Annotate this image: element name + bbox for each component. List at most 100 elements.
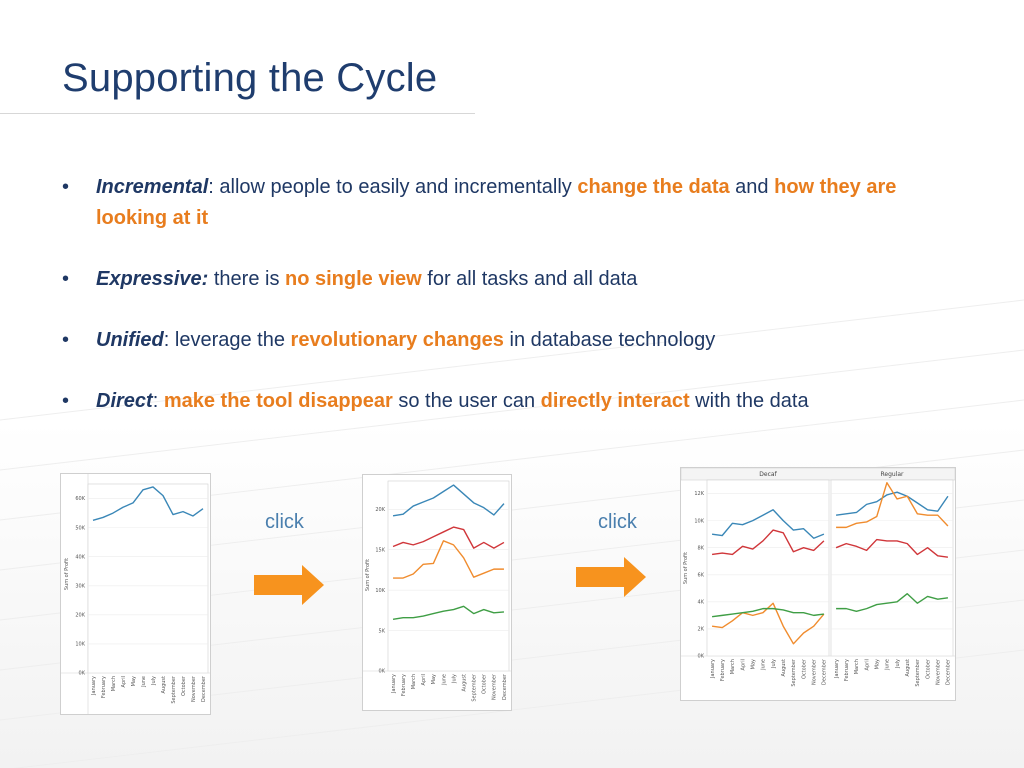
bullet-item: • Expressive: there is no single view for… [62,264,942,295]
x-tick-label: September [915,658,921,687]
series-line [392,526,505,549]
series-line [711,607,825,618]
x-tick-label: November [812,658,818,685]
bullet-highlight: make the tool disappear [163,390,393,412]
line-chart-faceted: Sum of Profit Decaf 0K 2K 4K 6K 8K 10K 12K Januar… [681,468,955,687]
x-tick-label: August [461,674,467,692]
y-tick-label: 8K [698,545,705,551]
x-tick-label: January [91,676,97,696]
x-tick-label: March [111,676,117,691]
x-tick-label: February [844,659,850,681]
series-line [835,538,949,558]
x-tick-label: October [801,658,807,679]
bullet-item: • Direct: make the tool disappear so the … [62,386,942,417]
series-line [836,482,949,529]
x-tick-label: January [391,674,397,694]
bullet-highlight: revolutionary changes [290,329,504,351]
x-tick-label: May [751,659,757,669]
x-tick-label: September [171,675,177,704]
y-axis-label: Sum of Profit [64,558,70,590]
plot-area [706,479,830,657]
y-tick-label: 4K [698,600,705,606]
bullet-text: for all tasks and all data [421,268,638,290]
bullet-text: : [152,390,164,412]
x-tick-label: November [936,658,942,685]
y-axis-label: Sum of Profit [683,552,689,584]
bullet-list: • Incremental: allow people to easily and… [62,172,942,447]
x-tick-label: January [710,659,716,679]
bullet-item: • Unified: leverage the revolutionary cha… [62,325,942,356]
y-tick-label: 12K [694,491,704,497]
bullet-highlight: no single view [285,268,422,290]
x-tick-label: May [431,674,437,684]
series-line [711,509,825,539]
y-tick-label: 60K [75,496,85,502]
series-line [393,540,504,579]
chart-panel-2: Sum of Profit 0K 5K 10K 15K 20K January Februar… [362,474,512,711]
arrow-right-icon [576,557,646,597]
bullet-text: in database technology [503,329,716,351]
x-tick-label: August [905,659,911,677]
bullet-text: and [729,176,775,198]
bullet-item: • Incremental: allow people to easily and… [62,172,942,234]
x-tick-label: August [781,659,787,677]
x-tick-label: June [441,674,447,686]
bullet-marker: • [62,329,70,351]
x-tick-label: December [502,673,508,700]
y-axis-label: Sum of Profit [365,559,371,591]
bullet-marker: • [62,268,70,290]
y-tick-label: 10K [375,588,385,594]
facet-header [681,468,955,481]
x-tick-label: July [451,674,457,684]
bullet-term: Expressive: [96,268,209,290]
click-label-1: click [265,511,304,533]
x-tick-label: December [946,658,952,685]
chart-panel-1: Sum of Profit 0K 10K 20K 30K 40K 50K 60K January… [60,473,211,715]
x-tick-label: October [925,658,931,679]
series-line [711,529,825,556]
y-tick-label: 10K [75,642,85,648]
line-chart-single: Sum of Profit 0K 10K 20K 30K 40K 50K 60K January… [61,474,210,714]
x-tick-label: May [131,676,137,686]
x-tick-label: February [101,676,107,698]
y-tick-label: 40K [75,554,85,560]
bullet-term: Direct [96,390,153,412]
bullet-text: : leverage the [163,329,291,351]
x-tick-label: February [401,674,407,696]
x-tick-label: June [141,676,147,688]
y-tick-label: 2K [698,627,705,633]
plot-area [87,483,209,674]
x-tick-label: April [421,674,427,685]
x-tick-label: January [834,659,840,679]
line-chart-multi: Sum of Profit 0K 5K 10K 15K 20K January Februar… [363,480,511,702]
y-tick-label: 15K [375,547,385,553]
x-tick-label: November [191,675,197,702]
bullet-text: : allow people to easily and incremental… [208,176,578,198]
bullet-text: there is [208,268,285,290]
series-line [836,593,949,613]
x-tick-label: September [472,673,478,702]
bullet-marker: • [62,390,70,412]
y-tick-label: 6K [698,572,705,578]
x-tick-label: July [151,676,157,686]
bullet-term: Unified [96,329,164,351]
x-tick-label: June [761,659,767,671]
y-tick-label: 0K [379,669,386,675]
x-tick-label: August [161,676,167,694]
chart-panel-3: Sum of Profit Decaf 0K 2K 4K 6K 8K 10K 12K Januar… [680,467,956,701]
facet-label: Decaf [759,471,777,478]
x-tick-label: April [864,659,870,670]
series-line [92,486,204,522]
x-tick-label: March [411,674,417,689]
bullet-text: with the data [689,390,809,412]
series-line [835,491,949,516]
x-tick-label: July [771,659,777,669]
bullet-highlight: change the data [577,176,730,198]
x-tick-label: September [791,658,797,687]
x-tick-label: December [822,658,828,685]
x-tick-label: October [181,675,187,696]
x-tick-label: July [895,659,901,669]
plot-area [830,479,954,657]
click-label-2: click [598,511,637,533]
arrow-right-icon [254,565,324,605]
